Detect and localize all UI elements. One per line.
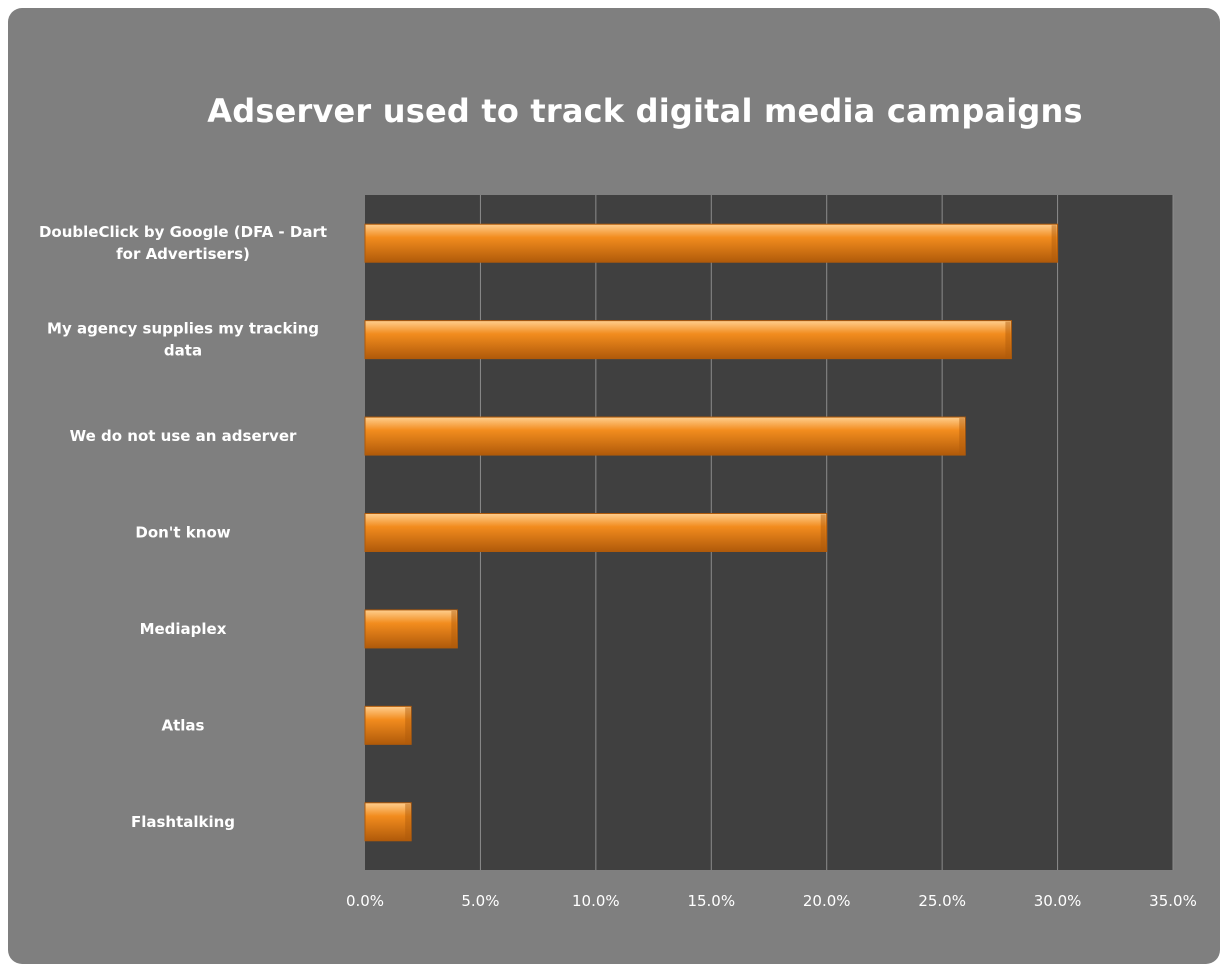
category-label: Flashtalking [131, 813, 235, 831]
bar-end-bevel [405, 707, 411, 744]
x-tick-label: 30.0% [1034, 892, 1082, 910]
bar [364, 513, 828, 552]
bar-end-bevel [405, 803, 411, 840]
x-tick-label: 5.0% [461, 892, 499, 910]
chart-title: Adserver used to track digital media cam… [207, 92, 1083, 130]
category-label: Atlas [162, 716, 205, 734]
x-tick-label: 10.0% [572, 892, 620, 910]
x-tick-label: 25.0% [918, 892, 966, 910]
x-tick-label: 0.0% [346, 892, 384, 910]
x-tick-label: 20.0% [803, 892, 851, 910]
bar [364, 223, 1059, 263]
category-label: DoubleClick by Google (DFA - Dart for Adv… [39, 223, 327, 263]
bar-end-bevel [959, 418, 965, 455]
bar-end-bevel [451, 610, 457, 647]
category-label: Mediaplex [140, 620, 227, 638]
bar [364, 609, 458, 649]
bar [364, 802, 412, 842]
category-label: Don't know [135, 524, 230, 542]
category-label: We do not use an adserver [70, 427, 297, 445]
bar [364, 705, 412, 745]
category-label: My agency supplies my tracking data [47, 320, 319, 360]
category-labels: DoubleClick by Google (DFA - Dart for Adv… [39, 223, 327, 831]
bar [364, 320, 1012, 360]
x-tick-label: 15.0% [687, 892, 735, 910]
bar-end-bevel [820, 514, 826, 551]
bar [364, 416, 966, 456]
bars [364, 223, 1059, 842]
x-tick-label: 35.0% [1149, 892, 1197, 910]
bar-end-bevel [1005, 321, 1011, 358]
x-axis-ticks: 0.0% 5.0% 10.0% 15.0% 20.0% 25.0% 30.0% 35.0% [346, 892, 1197, 910]
bar-end-bevel [1051, 225, 1057, 262]
